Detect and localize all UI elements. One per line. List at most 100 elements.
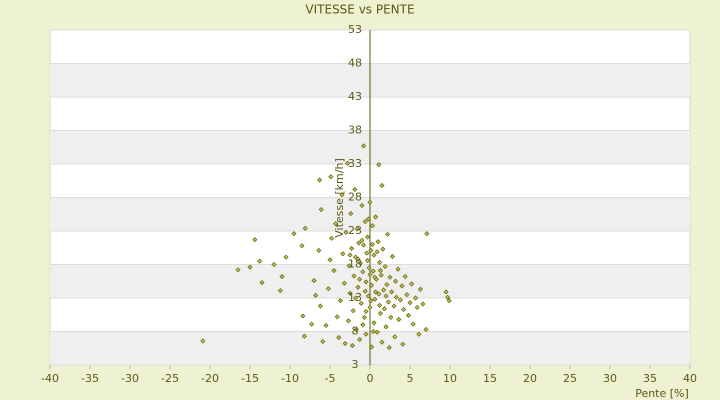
point	[361, 314, 367, 320]
point	[363, 331, 369, 337]
point	[443, 289, 449, 295]
y-tick-label: 8	[352, 325, 359, 338]
point	[355, 256, 361, 262]
point	[397, 297, 403, 303]
point	[348, 211, 354, 217]
point	[328, 174, 334, 180]
point	[400, 341, 406, 347]
point	[370, 268, 376, 274]
point	[373, 214, 379, 220]
point	[353, 295, 359, 301]
point	[369, 223, 375, 229]
x-tick-label: -15	[241, 372, 259, 385]
point	[420, 301, 426, 307]
y-tick-label: 53	[348, 23, 362, 36]
point	[362, 219, 368, 225]
point	[380, 246, 386, 252]
point	[372, 296, 378, 302]
point	[200, 338, 206, 344]
x-axis-label: Pente [%]	[635, 387, 689, 400]
point	[257, 258, 263, 264]
point	[376, 162, 382, 168]
point	[302, 225, 308, 231]
point	[401, 306, 407, 312]
point	[377, 259, 383, 266]
point	[345, 160, 351, 166]
x-tick-label: -40	[41, 372, 59, 385]
x-tick-label: -30	[121, 372, 139, 385]
y-tick-label: 48	[348, 57, 362, 70]
x-tick-label: 30	[603, 372, 617, 385]
point	[382, 263, 388, 270]
point	[301, 333, 307, 339]
point	[410, 321, 416, 327]
point	[417, 286, 423, 292]
point	[409, 281, 415, 287]
x-tick-label: 5	[407, 372, 414, 385]
point	[414, 304, 420, 310]
chart-title: VITESSE vs PENTE	[305, 3, 414, 17]
point	[316, 247, 322, 253]
point	[396, 316, 402, 323]
point	[327, 257, 333, 263]
point	[365, 293, 371, 299]
point	[371, 320, 377, 326]
point	[375, 239, 381, 245]
point	[402, 273, 408, 280]
point	[349, 343, 355, 349]
x-tick-label: -25	[161, 372, 179, 385]
point	[379, 339, 385, 345]
point	[351, 273, 357, 279]
point	[235, 267, 241, 273]
point	[386, 345, 392, 351]
x-tick-label: 35	[643, 372, 657, 385]
point	[357, 336, 363, 343]
point	[383, 293, 389, 299]
point	[372, 274, 378, 280]
point	[300, 313, 306, 319]
y-tick-label: 3	[352, 358, 359, 371]
point	[361, 143, 367, 149]
point	[446, 298, 452, 304]
y-tick-label: 18	[348, 258, 362, 271]
point	[329, 235, 335, 241]
point	[379, 182, 385, 189]
point	[349, 245, 355, 251]
point	[413, 295, 419, 301]
point	[360, 269, 366, 275]
point	[384, 282, 390, 288]
x-tick-label: 10	[443, 372, 457, 385]
point	[340, 251, 346, 257]
point	[341, 280, 347, 286]
point	[343, 229, 349, 235]
point	[331, 267, 337, 274]
point	[347, 290, 353, 296]
point	[271, 261, 277, 268]
y-tick-label: 23	[348, 224, 362, 237]
point	[391, 303, 397, 309]
point	[392, 334, 398, 340]
point	[299, 243, 305, 249]
point	[378, 272, 384, 278]
point	[389, 289, 395, 295]
x-tick-label: 25	[563, 372, 577, 385]
point	[367, 304, 373, 310]
point	[424, 231, 430, 237]
point	[377, 310, 383, 316]
x-tick-label: 15	[483, 372, 497, 385]
point	[404, 292, 410, 298]
y-tick-label: 38	[348, 124, 362, 137]
y-axis-label: Vitesse [km/h]	[333, 158, 346, 238]
point	[388, 314, 394, 320]
point	[385, 231, 391, 237]
point	[395, 266, 401, 272]
point	[358, 300, 364, 306]
point	[371, 252, 377, 258]
point	[369, 241, 375, 247]
point	[277, 288, 283, 294]
point	[374, 249, 380, 255]
point	[393, 278, 399, 284]
y-tick-label: 13	[348, 291, 362, 304]
point	[352, 186, 358, 193]
